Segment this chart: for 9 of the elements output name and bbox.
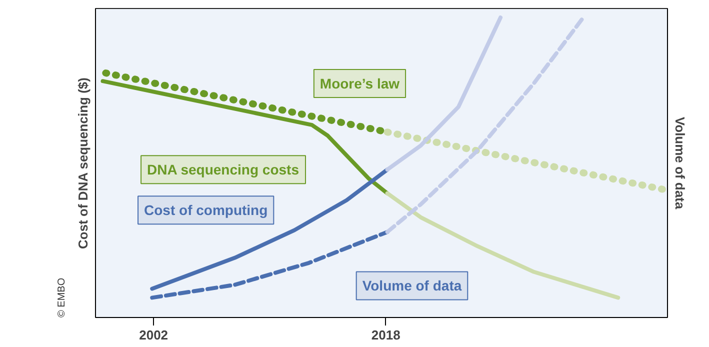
x-tick-label: 2018 — [371, 328, 400, 342]
series-label: Cost of computing — [144, 202, 268, 218]
text: DNA sequencing costs — [147, 162, 300, 178]
y2-axis-title: Volume of data — [672, 116, 688, 210]
series-label: Moore’s law — [320, 76, 400, 92]
x-tick-label: 2002 — [139, 328, 168, 342]
y-axis-title: Cost of DNA sequencing ($) — [76, 78, 90, 249]
text: © EMBO — [56, 278, 68, 318]
text: Volume of data — [362, 278, 462, 294]
